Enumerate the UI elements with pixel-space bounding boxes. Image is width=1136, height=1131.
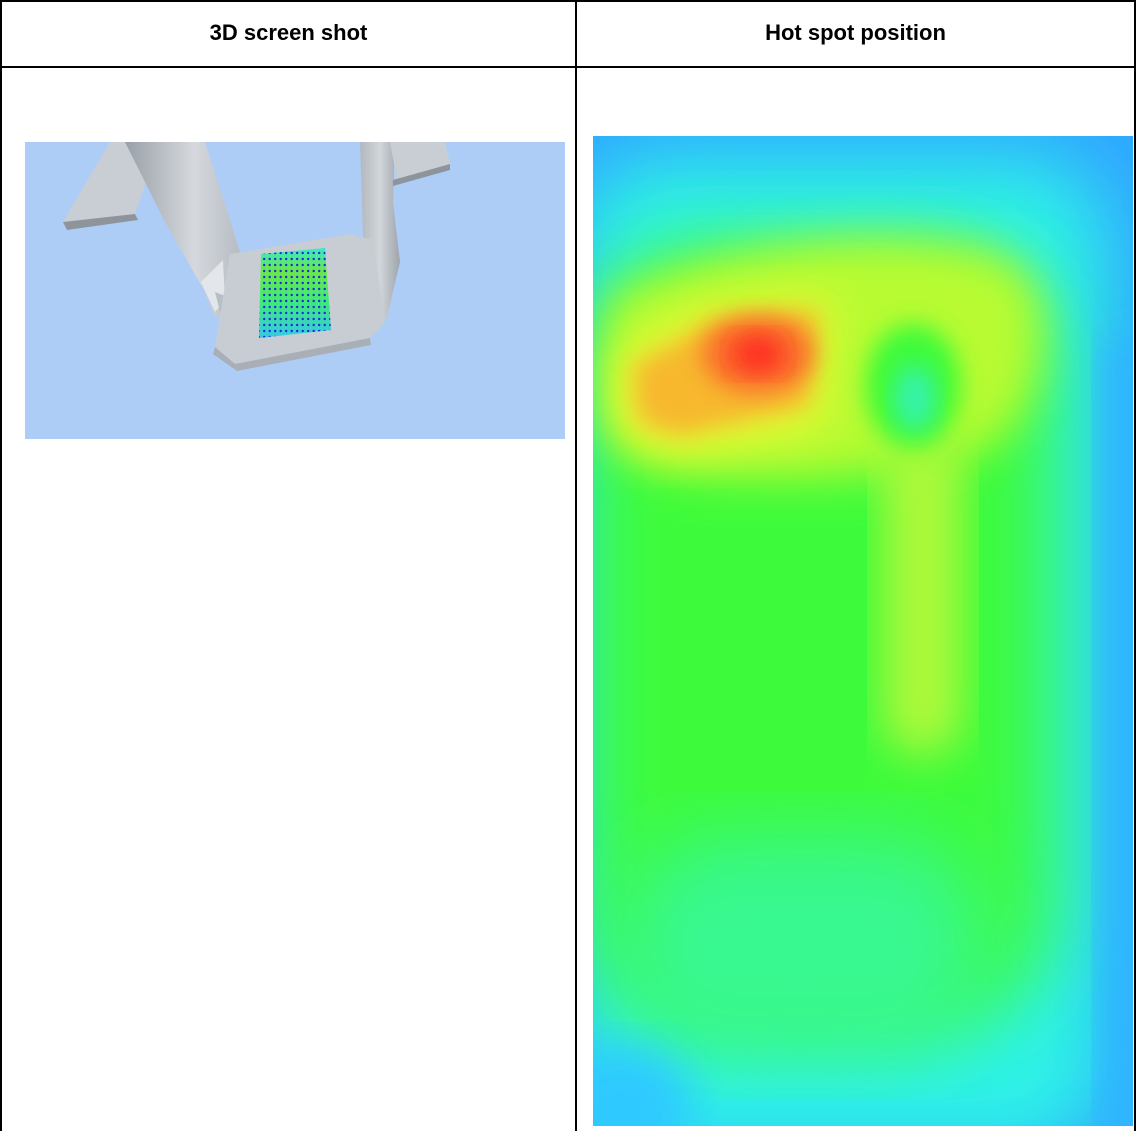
table-header-divider bbox=[0, 66, 1136, 68]
table-border-left bbox=[0, 0, 2, 1131]
table-border-top bbox=[0, 0, 1136, 2]
header-3d-screen-shot: 3D screen shot bbox=[209, 20, 368, 45]
header-hot-spot-position: Hot spot position bbox=[765, 20, 946, 45]
table-border-right bbox=[1134, 0, 1136, 1131]
3d-model-screenshot bbox=[25, 142, 565, 439]
hot-spot-heatmap bbox=[593, 136, 1133, 1126]
table-column-divider bbox=[575, 0, 577, 1131]
